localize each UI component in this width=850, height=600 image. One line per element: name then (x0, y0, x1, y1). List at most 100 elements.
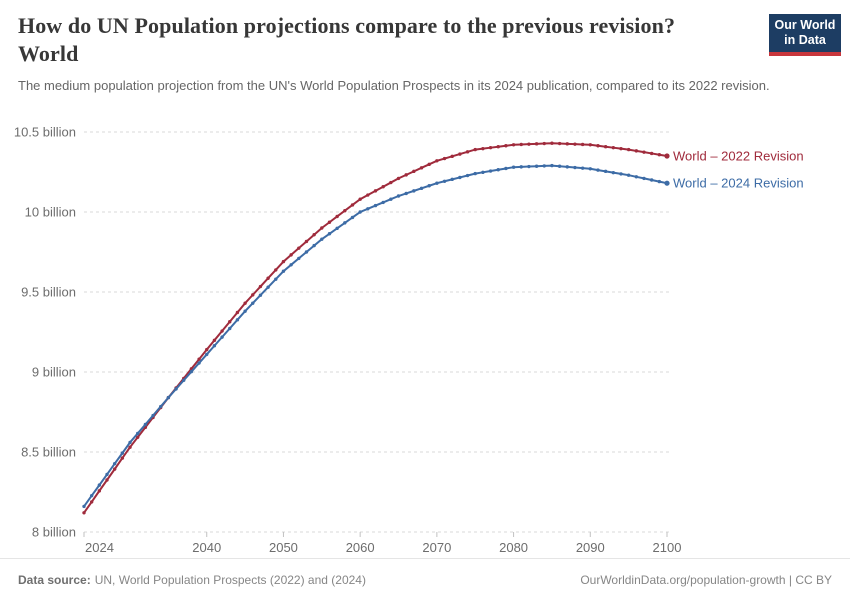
point-world-2024-revision (135, 431, 140, 436)
y-axis-label: 10.5 billion (14, 125, 76, 140)
point-world-2024-revision (373, 203, 378, 208)
point-world-2022-revision (550, 141, 554, 145)
x-axis-label: 2024 (85, 540, 114, 555)
point-world-2024-revision (611, 170, 616, 175)
point-world-2024-revision (473, 171, 477, 176)
point-world-2024-revision (235, 318, 240, 322)
point-world-2024-revision (105, 472, 109, 477)
point-world-2022-revision (381, 185, 385, 189)
point-world-2024-revision (212, 344, 217, 348)
point-world-2024-revision (435, 181, 439, 185)
chart-title: How do UN Population projections compare… (18, 12, 758, 68)
data-source-label: Data source: (18, 572, 91, 587)
point-world-2024-revision (442, 179, 447, 183)
point-world-2024-revision (389, 197, 393, 201)
point-world-2024-revision (450, 177, 454, 182)
line-world-2024-revision (83, 164, 668, 507)
point-world-2022-revision (611, 145, 616, 150)
point-world-2024-revision (243, 309, 247, 313)
point-world-2024-revision (258, 293, 263, 297)
point-world-2024-revision (159, 404, 163, 409)
point-world-2022-revision (603, 145, 608, 149)
point-world-2022-revision (511, 143, 516, 147)
y-axis-label: 9 billion (32, 365, 76, 380)
series-label-world-2024-revision: World – 2024 Revision (673, 176, 804, 191)
point-world-2022-revision (427, 162, 431, 167)
point-world-2022-revision (235, 310, 240, 315)
point-world-2024-revision (504, 166, 508, 171)
point-world-2022-revision (473, 147, 477, 152)
point-world-2022-revision (419, 166, 424, 170)
point-world-2022-revision (496, 145, 500, 149)
point-world-2022-revision (135, 435, 140, 439)
point-world-2022-revision (258, 284, 263, 289)
point-world-2022-revision (580, 142, 585, 147)
point-world-2022-revision (619, 146, 623, 151)
point-world-2022-revision (335, 214, 339, 219)
point-world-2024-revision (274, 277, 278, 281)
point-world-2024-revision (97, 483, 102, 487)
point-world-2022-revision (358, 197, 362, 201)
point-world-2024-revision (412, 189, 416, 193)
series-label-world-2022-revision: World – 2022 Revision (673, 149, 804, 164)
point-world-2022-revision (396, 176, 401, 181)
x-axis-label: 2070 (422, 540, 451, 555)
point-world-2022-revision (343, 209, 347, 213)
point-world-2022-revision (412, 169, 416, 174)
point-world-2024-revision (220, 335, 224, 339)
point-world-2024-revision (404, 191, 408, 196)
y-axis-label: 10 billion (25, 205, 76, 220)
point-world-2024-revision (120, 451, 125, 455)
chart-title-line2: World (18, 40, 79, 66)
point-world-2024-revision (350, 215, 355, 220)
point-world-2022-revision (128, 445, 132, 449)
point-world-2022-revision (534, 142, 539, 146)
point-world-2024-revision (174, 387, 178, 391)
point-world-2022-revision (197, 357, 201, 361)
point-world-2022-revision (266, 276, 270, 280)
point-world-2024-revision (596, 168, 600, 172)
point-world-2022-revision (320, 226, 324, 230)
point-world-2022-revision (642, 150, 646, 154)
owid-logo-line2: in Data (784, 33, 826, 48)
point-world-2022-revision (657, 153, 662, 157)
chart-title-line1: How do UN Population projections compare… (18, 13, 676, 38)
point-world-2022-revision (573, 142, 577, 146)
point-world-2024-revision (642, 176, 646, 181)
point-world-2024-revision (619, 172, 623, 176)
point-world-2022-revision (634, 149, 639, 153)
point-world-2024-revision (488, 169, 493, 173)
point-world-2022-revision (450, 154, 454, 159)
point-world-2022-revision (97, 489, 102, 493)
line-world-2022-revision (83, 142, 668, 514)
point-world-2024-revision (481, 170, 485, 175)
point-world-2022-revision (596, 144, 600, 148)
point-world-2024-revision (89, 493, 94, 498)
point-world-2022-revision (120, 456, 125, 460)
point-world-2022-revision (212, 338, 217, 343)
point-world-2022-revision (557, 141, 562, 146)
y-axis-label: 9.5 billion (21, 285, 76, 300)
point-world-2024-revision (519, 165, 523, 169)
credit-link[interactable]: OurWorldinData.org/population-growth | C… (580, 572, 832, 587)
point-world-2024-revision (580, 166, 585, 170)
point-world-2024-revision (396, 194, 401, 198)
owid-logo-line1: Our World (774, 18, 836, 32)
x-axis-label: 2060 (346, 540, 375, 555)
point-world-2024-revision (565, 165, 569, 169)
chart-header: How do UN Population projections compare… (18, 12, 832, 96)
point-world-2024-revision (251, 301, 255, 305)
owid-logo[interactable]: Our World in Data (769, 14, 841, 56)
point-world-2024-revision (465, 173, 470, 178)
point-world-2024-revision (197, 361, 201, 365)
point-world-2022-revision (327, 220, 332, 224)
point-world-2022-revision (527, 142, 531, 146)
y-axis-label: 8 billion (32, 525, 76, 540)
point-world-2022-revision (488, 145, 493, 150)
point-world-2024-revision (320, 237, 324, 241)
point-world-2024-revision (289, 263, 293, 267)
endpoint-world-2022-revision (664, 153, 670, 159)
point-world-2022-revision (112, 467, 117, 471)
point-world-2024-revision (82, 504, 86, 509)
point-world-2022-revision (565, 142, 569, 146)
